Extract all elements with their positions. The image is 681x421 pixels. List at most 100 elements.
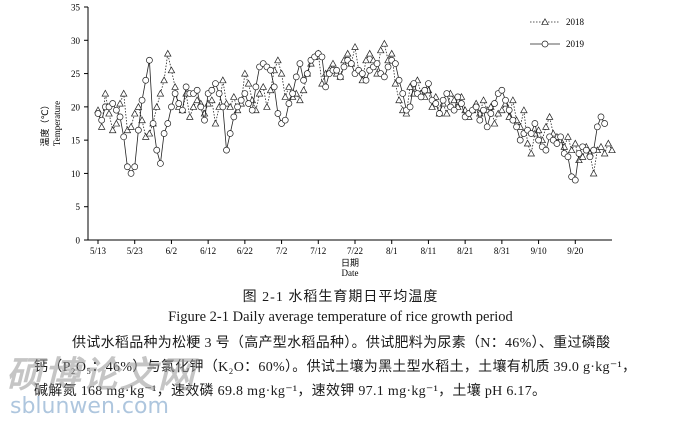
data-point-2019	[267, 66, 274, 74]
data-point-2019	[113, 106, 120, 114]
data-point-2019	[347, 60, 355, 67]
watermark-url: sblunwen.com	[10, 394, 169, 419]
data-point-2019	[571, 176, 579, 184]
data-point-2018	[391, 79, 400, 87]
data-point-2018	[244, 79, 253, 87]
data-point-2019	[597, 113, 605, 121]
figure-caption-en: Figure 2-1 Daily average temperature of …	[168, 309, 513, 325]
data-point-2019	[215, 90, 223, 97]
data-point-2018	[145, 129, 154, 137]
x-tick-label: 8/21	[457, 246, 473, 256]
data-point-2018	[266, 86, 275, 94]
data-point-2018	[608, 146, 616, 154]
data-point-2019	[292, 73, 300, 81]
data-point-2019	[248, 106, 256, 114]
data-point-2018	[571, 139, 580, 147]
data-point-2019	[593, 123, 601, 131]
data-point-2019	[362, 76, 370, 84]
data-point-2019	[432, 100, 440, 107]
data-point-2018	[123, 126, 132, 134]
data-point-2019	[234, 103, 241, 111]
y-tick-label: 15	[71, 136, 81, 146]
data-point-2018	[567, 146, 576, 154]
data-point-2018	[134, 102, 143, 110]
x-tick-label: 5/23	[127, 246, 144, 256]
data-point-2019	[487, 110, 495, 117]
x-tick-label: 8/1	[386, 246, 398, 256]
data-point-2018	[450, 96, 458, 104]
data-point-2018	[490, 119, 499, 127]
data-point-2018	[527, 149, 536, 157]
y-tick-label: 20	[71, 102, 81, 112]
data-point-2018	[589, 169, 598, 177]
data-point-2019	[410, 80, 418, 87]
data-point-2018	[281, 92, 290, 100]
data-point-2019	[98, 116, 106, 124]
data-point-2019	[270, 83, 278, 91]
temperature-chart: 0 5 10 15 20 25 30 35 5/13 5/23 6/2 6/12 6/22 7/2 7/12…	[39, 3, 616, 278]
data-point-2019	[208, 86, 216, 94]
data-point-2019	[582, 146, 590, 154]
data-point-2018	[578, 152, 587, 160]
data-point-2019	[513, 123, 520, 131]
data-point-2019	[94, 110, 102, 117]
data-point-2019	[406, 103, 414, 111]
data-point-2019	[281, 116, 289, 124]
data-point-2019	[425, 80, 432, 87]
data-point-2019	[230, 113, 238, 121]
data-point-2018	[343, 49, 352, 57]
data-point-2018	[387, 49, 396, 57]
data-point-2018	[523, 139, 532, 147]
data-point-2019	[109, 100, 117, 107]
data-point-2019	[193, 86, 201, 94]
y-tick-label: 0	[76, 236, 81, 246]
data-point-2019	[303, 70, 311, 77]
data-point-2019	[553, 140, 561, 147]
data-point-2018	[509, 96, 517, 104]
data-point-2018	[520, 106, 528, 114]
data-point-2019	[138, 96, 146, 104]
y-tick-label: 25	[71, 69, 81, 79]
data-point-2018	[116, 99, 124, 107]
data-point-2019	[421, 86, 429, 94]
x-tick-label: 9/20	[567, 246, 584, 256]
y-tick-label: 30	[71, 36, 81, 46]
data-point-2018	[296, 96, 304, 104]
data-point-2019	[472, 103, 480, 111]
data-point-2019	[498, 86, 506, 94]
data-point-2019	[157, 160, 164, 167]
data-point-2019	[223, 146, 230, 154]
x-tick-label: 8/31	[494, 246, 510, 256]
data-point-2018	[160, 76, 168, 84]
legend-marker-2019	[541, 40, 549, 48]
data-point-2018	[406, 82, 414, 90]
data-point-2019	[135, 126, 142, 134]
data-point-2018	[119, 89, 128, 97]
x-tick-label: 8/11	[421, 246, 437, 256]
data-point-2019	[333, 66, 340, 74]
data-point-2018	[299, 86, 308, 94]
y-tick-label: 5	[76, 202, 81, 212]
data-point-2019	[491, 100, 498, 107]
data-point-2019	[146, 56, 153, 64]
data-point-2018	[208, 96, 216, 104]
data-point-2018	[141, 132, 150, 140]
data-point-2019	[274, 110, 282, 117]
body-text-line-2: 钙（P₂O₅：46%）与氯化钾（K₂O：60%）。供试土壤为黑土型水稻土，土壤有…	[34, 360, 637, 375]
data-point-2018	[226, 102, 234, 110]
data-point-2019	[226, 130, 234, 137]
data-point-2018	[259, 82, 268, 90]
data-point-2019	[318, 53, 326, 61]
x-tick-label: 5/13	[90, 246, 107, 256]
data-point-2019	[212, 80, 219, 87]
data-point-2019	[164, 120, 172, 127]
data-point-2018	[108, 126, 117, 134]
data-point-2019	[458, 100, 465, 107]
data-point-2019	[586, 153, 594, 161]
data-point-2019	[358, 70, 366, 77]
data-point-2019	[417, 93, 425, 101]
data-point-2019	[454, 93, 462, 101]
data-point-2019	[590, 146, 597, 154]
data-point-2019	[142, 76, 150, 84]
data-point-2018	[479, 96, 488, 104]
